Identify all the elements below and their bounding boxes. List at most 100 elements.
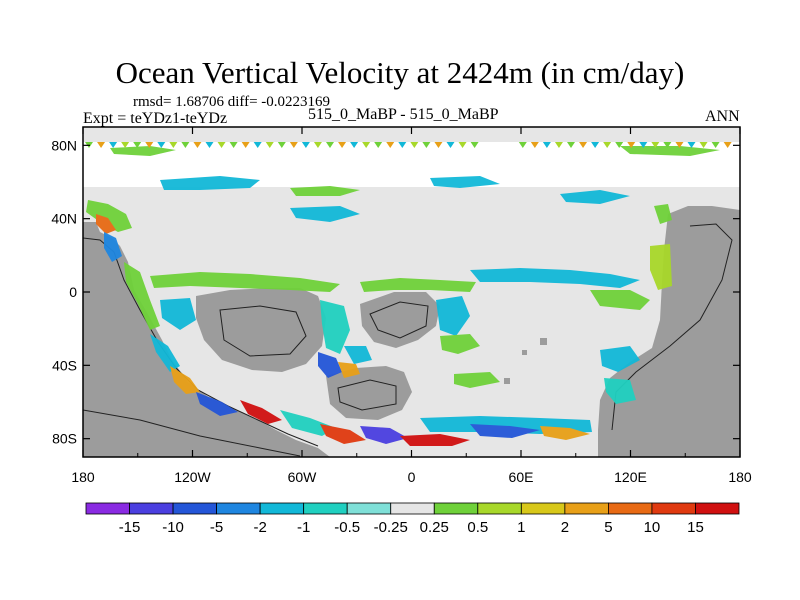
- velocity-patch: [620, 146, 720, 156]
- boundary-marker: [133, 142, 142, 148]
- colorbar-label: 10: [644, 519, 661, 536]
- season-label: ANN: [705, 108, 740, 125]
- boundary-marker: [289, 142, 298, 148]
- boundary-marker: [422, 142, 431, 148]
- colorbar-label: -0.5: [334, 519, 360, 536]
- colorbar-label: -1: [297, 519, 310, 536]
- boundary-marker: [217, 142, 226, 148]
- velocity-patch: [344, 346, 372, 364]
- velocity-patch: [320, 300, 350, 354]
- colorbar-swatch: [390, 502, 435, 515]
- boundary-marker: [603, 142, 612, 148]
- colorbar-label: 1: [517, 519, 525, 536]
- boundary-marker: [711, 142, 720, 148]
- boundary-marker: [723, 142, 732, 148]
- boundary-marker: [410, 142, 419, 148]
- y-tick-label: 80N: [51, 137, 77, 153]
- island: [540, 338, 547, 345]
- colorbar-label: 0.25: [420, 519, 449, 536]
- colorbar-label: -5: [210, 519, 223, 536]
- colorbar-swatch: [346, 502, 392, 515]
- boundary-marker: [687, 142, 696, 148]
- velocity-patch: [400, 434, 470, 446]
- colorbar-label: 2: [561, 519, 569, 536]
- velocity-patch: [590, 290, 650, 310]
- velocity-patch: [454, 372, 500, 388]
- x-tick-label: 60E: [509, 469, 534, 485]
- boundary-marker: [205, 142, 214, 148]
- colorbar-swatch: [564, 502, 609, 515]
- colorbar-swatch: [129, 502, 174, 515]
- colorbar-swatch: [695, 502, 740, 515]
- velocity-patch: [170, 366, 200, 394]
- x-tick-label: 60W: [288, 469, 318, 485]
- boundary-marker: [675, 142, 684, 148]
- boundary-marker: [651, 142, 660, 148]
- velocity-patch: [540, 426, 590, 440]
- velocity-patch: [360, 278, 476, 292]
- boundary-marker: [362, 142, 371, 148]
- boundary-marker: [313, 142, 322, 148]
- land-central-north: [360, 292, 440, 348]
- colorbar-swatch: [608, 502, 653, 515]
- velocity-patch: [196, 392, 238, 416]
- colorbar-label: -10: [162, 519, 184, 536]
- velocity-patch: [440, 334, 480, 354]
- boundary-marker: [699, 142, 708, 148]
- velocity-patch: [290, 186, 360, 196]
- velocity-patch: [124, 262, 160, 330]
- boundary-marker: [530, 142, 539, 148]
- velocity-patch: [280, 410, 336, 436]
- boundary-marker: [97, 142, 106, 148]
- boundary-marker: [579, 142, 588, 148]
- boundary-marker: [434, 142, 443, 148]
- coastline: [369, 301, 429, 339]
- boundary-marker: [639, 142, 648, 148]
- colorbar-swatch: [477, 502, 522, 515]
- boundary-marker: [229, 142, 238, 148]
- velocity-patch: [436, 296, 470, 336]
- boundary-marker: [265, 142, 274, 148]
- coastline: [83, 409, 301, 457]
- velocity-patch: [470, 424, 540, 438]
- velocity-patch: [360, 426, 408, 444]
- colorbar-swatch: [216, 502, 261, 515]
- boundary-marker: [386, 142, 395, 148]
- boundary-marker: [567, 142, 575, 148]
- y-tick-label: 40S: [52, 357, 77, 373]
- colorbar-label: 0.5: [467, 519, 488, 536]
- colorbar-label: -15: [119, 519, 141, 536]
- velocity-patch: [160, 176, 260, 190]
- boundary-marker: [145, 142, 154, 148]
- velocity-patch: [96, 214, 116, 234]
- x-tick-label: 0: [408, 469, 416, 485]
- boundary-marker: [121, 142, 130, 148]
- velocity-patch: [320, 424, 366, 444]
- colorbar-label: -0.25: [374, 519, 408, 536]
- velocity-patch: [104, 232, 122, 262]
- x-tick-label: 120W: [174, 469, 211, 485]
- velocity-patch: [110, 146, 176, 156]
- boundary-marker: [663, 142, 672, 148]
- boundary-marker: [470, 142, 479, 148]
- colorbar-swatch: [651, 502, 696, 515]
- velocity-patch: [150, 334, 180, 372]
- boundary-marker: [109, 142, 118, 148]
- boundary-marker: [253, 142, 262, 148]
- chart-title: Ocean Vertical Velocity at 2424m (in cm/…: [115, 55, 685, 90]
- chart-subtitle: 515_0_MaBP - 515_0_MaBP: [308, 106, 499, 123]
- velocity-patch: [338, 362, 360, 378]
- boundary-marker: [338, 142, 347, 148]
- rmsd-diff-stats: rmsd= 1.68706 diff= -0.0223169: [133, 94, 331, 110]
- boundary-marker: [277, 142, 286, 148]
- colorbar-label: -2: [253, 519, 266, 536]
- experiment-label: Expt = teYDz1-teYDz: [83, 110, 228, 127]
- island: [522, 350, 527, 355]
- land-west: [83, 222, 330, 457]
- boundary-marker: [446, 142, 455, 148]
- boundary-marker: [554, 142, 563, 148]
- velocity-patch: [600, 346, 640, 372]
- colorbar-swatch: [259, 502, 305, 515]
- boundary-marker: [542, 142, 551, 148]
